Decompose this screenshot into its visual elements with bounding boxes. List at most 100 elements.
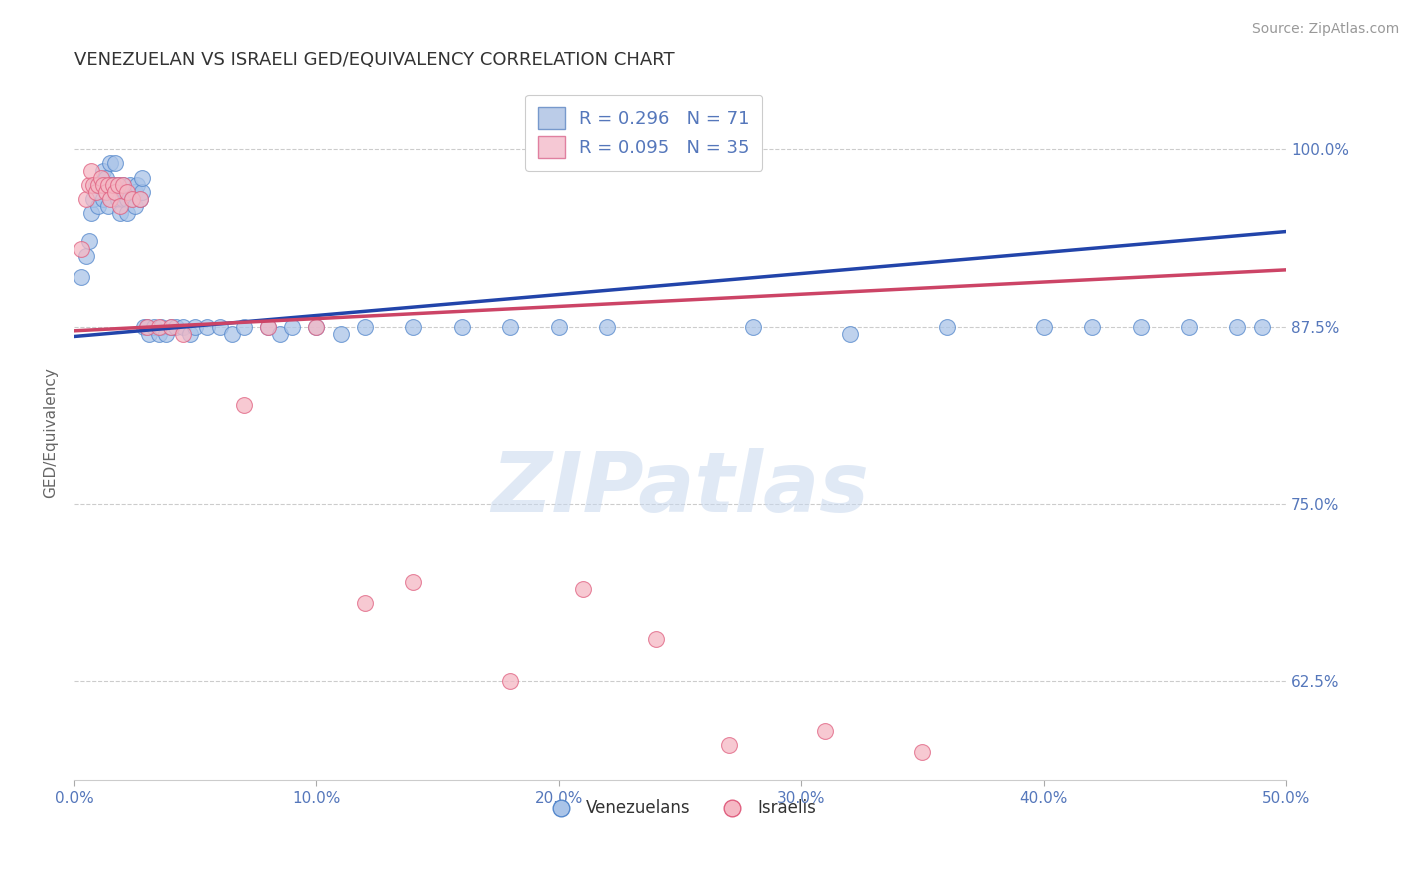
Point [232,319,254,334]
Point [87,199,110,213]
Point [155,326,177,341]
Point [305,319,328,334]
Point [101,178,124,192]
Point [124,199,146,213]
Point [124,185,146,199]
Point [814,723,837,738]
Point [117,185,139,199]
Point [184,319,207,334]
Point [117,192,139,206]
Point [100,192,122,206]
Point [111,178,134,192]
Point [135,319,157,334]
Point [90,170,112,185]
Point [354,596,377,610]
Point [97,178,120,192]
Point [935,319,957,334]
Point [128,192,150,206]
Point [257,319,280,334]
Point [451,319,474,334]
Point [75,192,97,206]
Point [107,178,129,192]
Point [87,178,110,192]
Point [84,185,107,199]
Point [121,192,143,206]
Point [135,319,157,334]
Point [101,185,124,199]
Point [94,170,117,185]
Point [121,192,143,206]
Point [77,178,100,192]
Point [150,319,173,334]
Point [117,206,139,220]
Point [208,319,231,334]
Point [101,178,124,192]
Point [354,319,377,334]
Point [911,745,934,759]
Point [91,192,114,206]
Point [77,235,100,249]
Point [221,326,243,341]
Point [91,163,114,178]
Point [80,206,103,220]
Point [131,185,153,199]
Point [572,582,595,596]
Point [160,319,183,334]
Point [97,199,120,213]
Point [104,156,127,170]
Point [402,574,425,589]
Point [305,319,328,334]
Point [104,185,127,199]
Point [499,319,522,334]
Point [179,326,201,341]
Point [232,398,254,412]
Point [281,319,304,334]
Point [104,185,127,199]
Point [741,319,763,334]
Point [1129,319,1152,334]
Point [107,178,129,192]
Point [1178,319,1201,334]
Point [1081,319,1104,334]
Point [329,326,352,341]
Point [75,249,97,263]
Point [87,178,110,192]
Point [131,170,153,185]
Point [148,319,170,334]
Point [108,199,131,213]
Point [118,178,141,192]
Point [100,178,122,192]
Y-axis label: GED/Equivalency: GED/Equivalency [44,368,58,499]
Point [257,319,280,334]
Text: VENEZUELAN VS ISRAELI GED/EQUIVALENCY CORRELATION CHART: VENEZUELAN VS ISRAELI GED/EQUIVALENCY CO… [75,51,675,69]
Point [70,242,93,256]
Point [134,319,156,334]
Point [499,674,522,689]
Point [94,185,117,199]
Point [114,185,136,199]
Point [111,192,134,206]
Point [143,319,166,334]
Point [82,192,104,206]
Point [138,326,160,341]
Point [91,178,114,192]
Point [172,326,194,341]
Point [197,319,219,334]
Point [717,738,740,752]
Point [127,178,149,192]
Text: ZIPatlas: ZIPatlas [491,448,869,529]
Point [1032,319,1054,334]
Point [107,192,129,206]
Point [165,319,187,334]
Point [402,319,425,334]
Point [838,326,860,341]
Point [596,319,619,334]
Point [128,192,150,206]
Point [111,178,134,192]
Legend: Venezuelans, Israelis: Venezuelans, Israelis [537,793,823,824]
Point [82,178,104,192]
Point [160,319,183,334]
Point [84,178,107,192]
Point [172,319,194,334]
Text: Source: ZipAtlas.com: Source: ZipAtlas.com [1251,22,1399,37]
